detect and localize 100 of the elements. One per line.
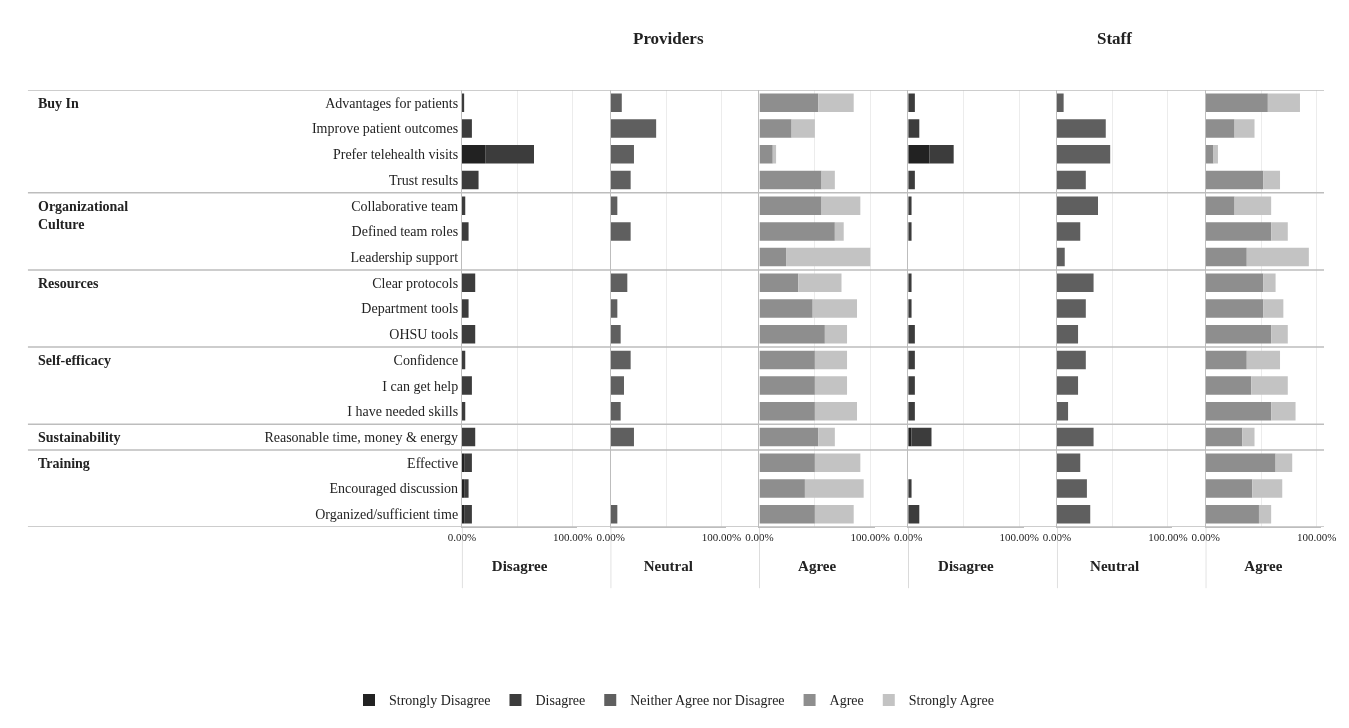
x-tick-label: 100.00% (1148, 531, 1188, 544)
bar (1205, 299, 1264, 318)
x-tick-label: 0.00% (894, 531, 923, 544)
bar (461, 273, 476, 293)
bar (610, 324, 621, 344)
bar (814, 402, 858, 421)
bar (461, 299, 469, 318)
bar (818, 427, 835, 447)
bar (461, 324, 476, 344)
bar (1205, 479, 1253, 498)
bar (759, 479, 805, 498)
bar (1263, 273, 1276, 293)
y-tick-label: Confidence (393, 352, 459, 368)
bar (1234, 196, 1272, 215)
bar (759, 93, 819, 113)
x-axis-title: Disagree (491, 558, 548, 575)
x-axis-title: Agree (1244, 558, 1283, 575)
bar (610, 170, 631, 190)
bar (610, 196, 618, 215)
bar (1056, 504, 1091, 524)
x-tick-label: 0.00% (1042, 531, 1072, 544)
y-tick-label: Reasonable time, money & energy (264, 429, 459, 445)
bar (759, 376, 815, 395)
x-tick-label: 100.00% (1296, 531, 1337, 544)
x-tick-label: 100.00% (553, 531, 593, 544)
bar (911, 427, 932, 447)
bar (834, 222, 844, 241)
y-tick-label: Advantages for patients (325, 95, 459, 111)
bar (908, 402, 915, 421)
bar (1271, 222, 1288, 241)
bar (818, 93, 854, 113)
y-tick-label: Leadership support (350, 249, 459, 265)
bar (1263, 170, 1281, 190)
bar (461, 427, 476, 447)
bar (821, 170, 835, 190)
bar (786, 247, 871, 267)
bar (610, 93, 622, 113)
bar (1205, 170, 1264, 190)
bar (929, 145, 954, 164)
bar (1056, 247, 1065, 267)
text: Buy In (38, 96, 80, 111)
bar (1205, 402, 1272, 421)
legend-label: Agree (829, 693, 864, 709)
y-tick-label: I have needed skills (347, 404, 459, 420)
y-tick-label: Department tools (361, 301, 459, 317)
bar (814, 504, 854, 524)
y-tick-label: Improve patient outcomes (311, 121, 459, 137)
bar (461, 196, 466, 215)
bar (610, 350, 631, 370)
bar (812, 299, 858, 318)
text: Organizational Culture (38, 199, 129, 233)
bar (908, 479, 912, 498)
bar (1056, 350, 1086, 370)
bar (1056, 222, 1081, 241)
bar (610, 273, 628, 293)
bar (461, 479, 465, 498)
y-tick-label: Encouraged discussion (329, 481, 459, 497)
bar (1213, 145, 1218, 164)
text: Self-efficacy (38, 353, 112, 368)
bar (1205, 273, 1264, 293)
bar (759, 119, 792, 138)
y-tick-label: OHSU tools (389, 327, 459, 343)
bar (1205, 427, 1243, 447)
bar (1242, 427, 1255, 447)
x-tick-label: 0.00% (1191, 531, 1220, 544)
legend-label: Disagree (535, 693, 586, 709)
bar (610, 145, 634, 164)
bar (610, 376, 624, 395)
bar (1246, 350, 1281, 370)
chart-title: Providers (633, 29, 704, 48)
x-axis-title: Agree (798, 558, 837, 575)
bar (759, 402, 815, 421)
bar (814, 350, 848, 370)
x-tick-label: 100.00% (999, 531, 1039, 544)
legend-label: Neither Agree nor Disagree (630, 693, 785, 709)
bar (1056, 196, 1098, 215)
bar (461, 119, 472, 138)
y-tick-label: Clear protocols (372, 275, 459, 291)
bar (1056, 376, 1079, 395)
x-tick-label: 0.00% (447, 531, 477, 544)
bar (798, 273, 842, 293)
bar (1205, 247, 1247, 267)
bar (461, 145, 486, 164)
bar (824, 324, 848, 344)
y-tick-label: Defined team roles (351, 224, 459, 240)
legend-label: Strongly Disagree (389, 693, 491, 709)
bar (1056, 324, 1079, 344)
bar (814, 453, 861, 472)
y-tick-label: Organized/sufficient time (315, 507, 459, 523)
y-tick-label: Collaborative team (351, 198, 459, 214)
y-tick-label: Prefer telehealth visits (332, 147, 459, 163)
x-tick-label: 0.00% (596, 531, 625, 544)
bar (908, 145, 930, 164)
bar (1258, 504, 1272, 524)
bar (1205, 145, 1214, 164)
bar (461, 402, 466, 421)
bar (759, 170, 822, 190)
bar (1056, 427, 1094, 447)
bar (1056, 479, 1087, 498)
bar (610, 402, 621, 421)
